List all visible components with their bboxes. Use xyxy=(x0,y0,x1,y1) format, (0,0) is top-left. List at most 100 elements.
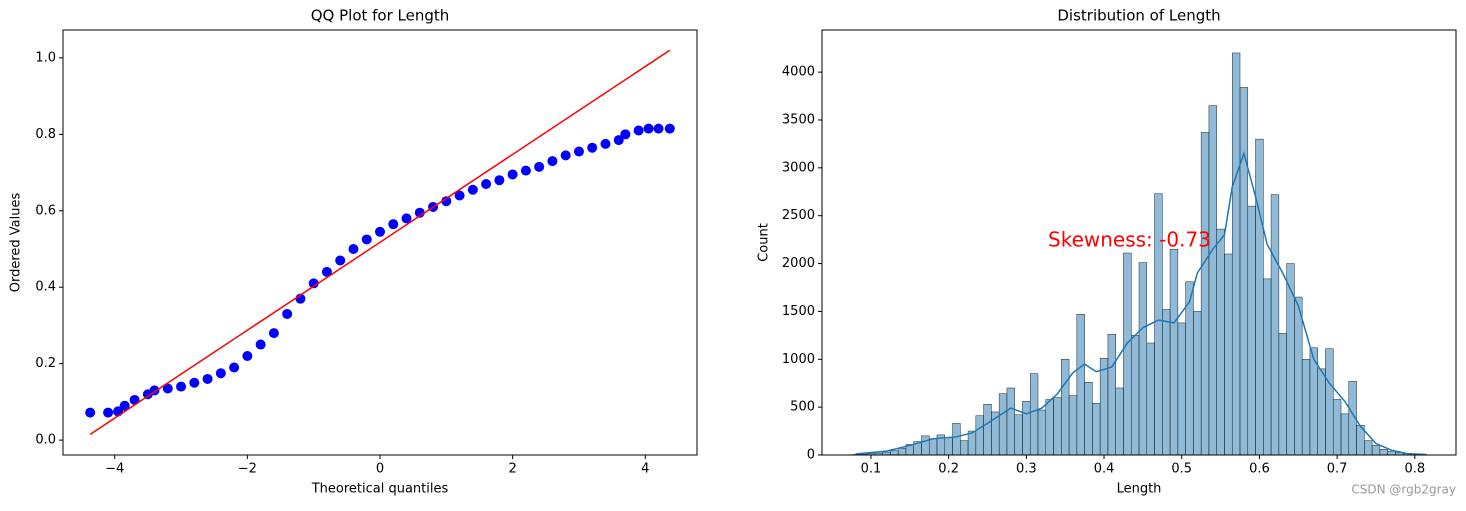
qq-point xyxy=(468,185,478,195)
hist-bar xyxy=(1287,264,1295,455)
hist-bar xyxy=(1170,249,1178,455)
y-tick-label: 3500 xyxy=(782,112,815,127)
chart-title: QQ Plot for Length xyxy=(311,7,450,25)
hist-bar xyxy=(976,416,984,455)
hist-bar xyxy=(960,441,968,455)
y-tick-label: 1000 xyxy=(782,352,815,367)
x-tick-label: −2 xyxy=(238,462,257,477)
hist-bar xyxy=(1271,195,1279,455)
y-tick-label: 1.0 xyxy=(35,50,56,65)
hist-bar xyxy=(1131,335,1139,455)
hist-bar xyxy=(1279,333,1287,455)
hist-bar xyxy=(1015,415,1023,455)
hist-bar xyxy=(921,436,929,455)
qq-point xyxy=(242,351,252,361)
x-tick-label: 4 xyxy=(641,462,649,477)
hist-bar xyxy=(1054,398,1062,455)
qq-point xyxy=(665,124,675,134)
hist-bar xyxy=(1224,254,1232,455)
y-tick-label: 0.0 xyxy=(35,433,56,448)
qq-point xyxy=(335,255,345,265)
qq-point xyxy=(561,150,571,160)
qq-point xyxy=(362,234,372,244)
hist-bar xyxy=(1038,410,1046,455)
hist-bar xyxy=(1085,382,1093,455)
hist-bar xyxy=(1069,396,1077,455)
qq-point xyxy=(388,219,398,229)
qq-point xyxy=(654,124,664,134)
hist-bar xyxy=(1116,388,1124,455)
x-axis-label: Theoretical quantiles xyxy=(311,482,449,497)
watermark: CSDN @rgb2gray xyxy=(1351,483,1456,497)
hist-bar xyxy=(1139,263,1147,455)
x-tick-label: 0.6 xyxy=(1249,462,1270,477)
hist-bar xyxy=(1209,106,1217,455)
qq-point xyxy=(508,169,518,179)
qq-point xyxy=(634,126,644,136)
hist-bar xyxy=(929,439,937,455)
hist-bar xyxy=(1022,401,1030,455)
hist-bar xyxy=(1232,53,1240,455)
hist-bar xyxy=(1193,311,1201,455)
qq-point xyxy=(216,368,226,378)
y-tick-label: 4000 xyxy=(782,65,815,80)
hist-bar xyxy=(1318,369,1326,455)
qq-point xyxy=(494,175,504,185)
y-tick-label: 0.8 xyxy=(35,127,56,142)
hist-bar xyxy=(1201,132,1209,455)
x-tick-label: 0.2 xyxy=(938,462,959,477)
hist-bar xyxy=(898,448,906,455)
x-tick-label: 2 xyxy=(508,462,516,477)
qq-point xyxy=(521,166,531,176)
qq-point xyxy=(189,378,199,388)
hist-bar xyxy=(1380,449,1388,455)
hist-bar xyxy=(1046,399,1054,455)
hist-bar xyxy=(1256,139,1264,455)
y-tick-label: 3000 xyxy=(782,160,815,175)
y-tick-label: 0.6 xyxy=(35,203,56,218)
hist-bar xyxy=(999,394,1007,455)
hist-bar xyxy=(890,451,898,455)
hist-bar xyxy=(1061,359,1069,455)
qq-point xyxy=(620,129,630,139)
qq-point xyxy=(176,382,186,392)
qq-point xyxy=(203,374,213,384)
hist-bar xyxy=(945,438,953,455)
fit-line xyxy=(90,50,670,434)
qq-point xyxy=(481,179,491,189)
x-tick-label: 0.8 xyxy=(1404,462,1425,477)
hist-bar xyxy=(1341,414,1349,455)
qq-point xyxy=(644,124,654,134)
hist-bar xyxy=(1217,229,1225,455)
y-tick-label: 2500 xyxy=(782,208,815,223)
hist-bar xyxy=(1240,87,1248,455)
x-tick-label: 0.7 xyxy=(1327,462,1348,477)
hist-bar xyxy=(1325,349,1333,455)
hist-bar xyxy=(1364,441,1372,455)
x-tick-label: 0.5 xyxy=(1171,462,1192,477)
hist-bar xyxy=(968,431,976,455)
hist-bar xyxy=(1333,399,1341,455)
qq-point xyxy=(574,147,584,157)
hist-bar xyxy=(1147,343,1155,455)
y-tick-label: 0 xyxy=(807,448,815,463)
hist-bar xyxy=(1388,451,1396,455)
hist-bar xyxy=(1007,388,1015,455)
annotation: Skewness: -0.73 xyxy=(1048,228,1211,252)
y-tick-label: 2000 xyxy=(782,256,815,271)
hist-bar xyxy=(1294,297,1302,455)
qq-point xyxy=(534,162,544,172)
hist-bar xyxy=(1108,334,1116,455)
qq-point xyxy=(348,244,358,254)
hist-bar xyxy=(1162,310,1170,455)
x-tick-label: 0 xyxy=(376,462,384,477)
hist-bar xyxy=(1372,445,1380,455)
hist-bar xyxy=(1302,359,1310,455)
x-axis-label: Length xyxy=(1117,482,1162,497)
qq-point xyxy=(282,309,292,319)
hist-bar xyxy=(1100,358,1108,455)
y-tick-label: 1500 xyxy=(782,304,815,319)
hist-bar xyxy=(984,404,992,455)
y-axis-label: Count xyxy=(757,223,772,262)
